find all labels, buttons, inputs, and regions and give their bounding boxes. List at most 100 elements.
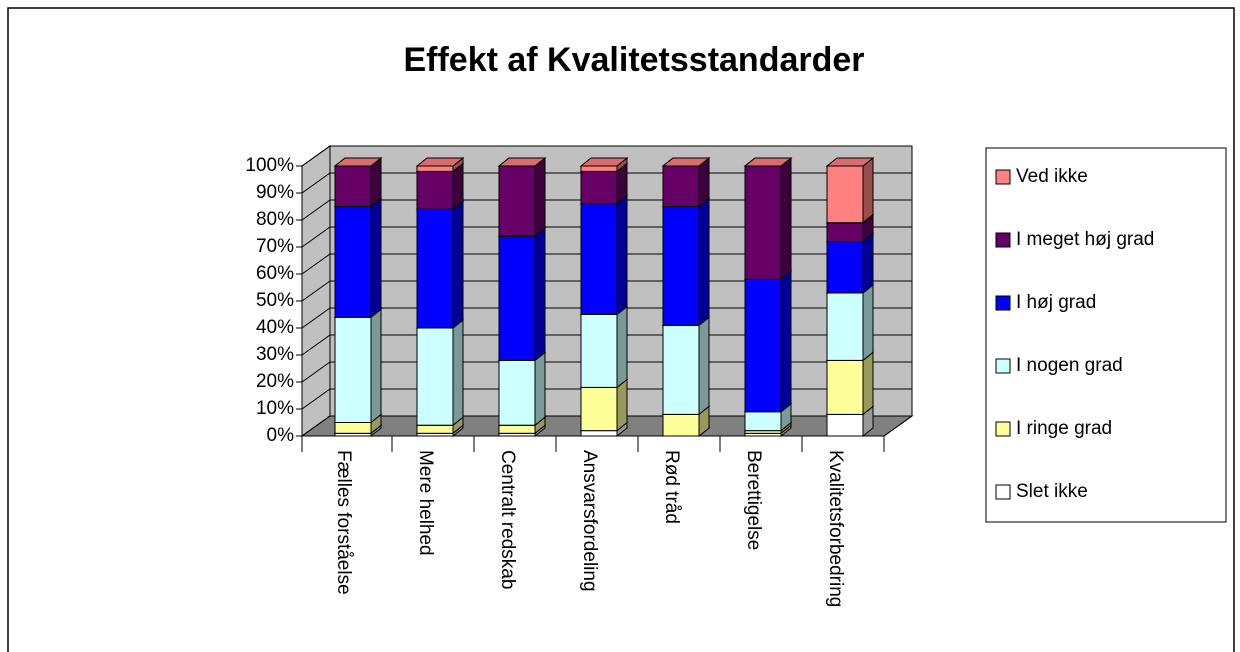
y-tick-label: 90% xyxy=(256,182,294,203)
bar-segment xyxy=(826,413,864,437)
bar-side xyxy=(534,156,546,238)
bar-segment xyxy=(416,424,454,434)
bar-top xyxy=(579,157,629,167)
legend-swatch xyxy=(995,232,1011,248)
bar-segment xyxy=(580,170,618,205)
y-tick-label: 70% xyxy=(256,236,294,257)
x-tick-label: Rød tråd xyxy=(661,450,682,524)
grid-line xyxy=(301,253,912,275)
y-tick-label: 50% xyxy=(256,290,294,311)
legend-label: I ringe grad xyxy=(1016,418,1112,439)
bar-side xyxy=(862,156,874,224)
bar-side xyxy=(534,227,546,362)
grid-line xyxy=(301,361,912,383)
x-tick-label: Fælles forståelse xyxy=(333,450,354,595)
legend-swatch xyxy=(995,358,1011,374)
legend xyxy=(985,147,1227,523)
y-tick-label: 100% xyxy=(245,155,294,176)
bar-side xyxy=(616,305,628,389)
grid-line xyxy=(301,145,912,167)
bar-segment xyxy=(498,424,536,434)
x-axis-depth xyxy=(883,415,913,437)
legend-label: I meget høj grad xyxy=(1016,229,1154,250)
bar-side xyxy=(780,270,792,413)
bar-segment xyxy=(826,292,864,361)
legend-label: Ved ikke xyxy=(1016,166,1088,187)
x-tick-label: Kvalitetsforbedring xyxy=(825,450,846,607)
bar-segment xyxy=(498,359,536,426)
bar-side xyxy=(452,318,464,427)
bar-side xyxy=(616,378,628,432)
bar-side xyxy=(452,200,464,330)
y-tick-label: 10% xyxy=(256,398,294,419)
bar-segment xyxy=(662,206,700,326)
bar-segment xyxy=(334,422,372,434)
bar-segment xyxy=(662,165,700,207)
bar-segment xyxy=(580,165,618,172)
bar-segment xyxy=(744,165,782,280)
bar-side xyxy=(616,194,628,316)
bar-side xyxy=(698,197,710,327)
y-tick-label: 80% xyxy=(256,209,294,230)
x-tick-label: Centralt redskab xyxy=(497,450,518,589)
bar-segment xyxy=(498,165,536,237)
bar-side xyxy=(698,316,710,416)
bar-segment xyxy=(580,430,618,437)
bar-top xyxy=(415,157,465,167)
bar-segment xyxy=(744,411,782,432)
chart-title: Effekt af Kvalitetsstandarder xyxy=(403,41,864,79)
bar-segment xyxy=(416,165,454,172)
grid-line xyxy=(301,307,912,329)
legend-label: I høj grad xyxy=(1016,292,1096,313)
legend-swatch xyxy=(995,169,1011,185)
bar-side xyxy=(862,283,874,362)
legend-swatch xyxy=(995,295,1011,311)
bar-side xyxy=(862,232,874,294)
grid-line xyxy=(301,199,912,221)
bar-side xyxy=(370,308,382,424)
y-tick-label: 60% xyxy=(256,263,294,284)
y-tick-label: 20% xyxy=(256,371,294,392)
bar-segment xyxy=(580,314,618,388)
bar-top xyxy=(497,157,547,167)
bar-segment xyxy=(826,165,864,224)
legend-swatch xyxy=(995,421,1011,437)
grid-line xyxy=(301,334,912,356)
bar-segment xyxy=(662,413,700,437)
bar-segment xyxy=(416,208,454,329)
y-tick-label: 0% xyxy=(267,425,295,446)
bar-side xyxy=(780,156,792,281)
bar-segment xyxy=(826,359,864,415)
bar-segment xyxy=(580,386,618,432)
grid-line xyxy=(301,388,912,410)
bar-segment xyxy=(826,222,864,243)
bar-segment xyxy=(826,241,864,294)
grid-line xyxy=(301,280,912,302)
bar-segment xyxy=(580,203,618,315)
x-tick-label: Ansvarsfordeling xyxy=(579,450,600,592)
legend-swatch xyxy=(995,484,1011,500)
bar-segment xyxy=(416,170,454,210)
grid-line xyxy=(301,415,912,437)
grid-line xyxy=(301,226,912,248)
bar-segment xyxy=(744,278,782,413)
bar-top xyxy=(825,157,875,167)
bar-top xyxy=(661,157,711,167)
bar-side xyxy=(862,351,874,416)
y-tick-label: 40% xyxy=(256,317,294,338)
bar-segment xyxy=(334,165,372,207)
y-tick-label: 30% xyxy=(256,344,294,365)
legend-label: I nogen grad xyxy=(1016,355,1123,376)
bar-segment xyxy=(662,324,700,415)
bar-segment xyxy=(334,316,372,424)
bar-top xyxy=(743,157,793,167)
bar-side xyxy=(370,197,382,319)
grid-line xyxy=(301,172,912,194)
x-tick-label: Mere helhed xyxy=(415,450,436,556)
legend-label: Slet ikke xyxy=(1016,481,1088,502)
x-tick-label: Berettigelse xyxy=(743,450,764,550)
bar-segment xyxy=(334,206,372,318)
bar-top xyxy=(333,157,383,167)
bar-segment xyxy=(416,327,454,426)
